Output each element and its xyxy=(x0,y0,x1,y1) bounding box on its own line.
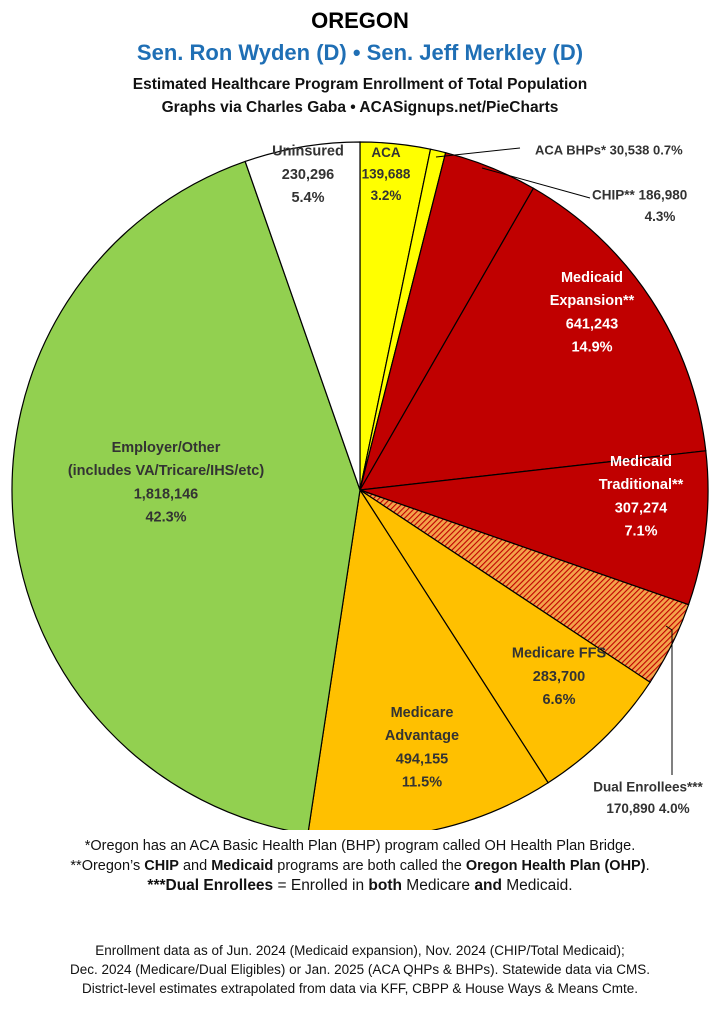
pie-label-medicare_adv: 11.5% xyxy=(402,775,442,791)
pie-label-uninsured: 230,296 xyxy=(282,167,334,183)
pie-label-uninsured: Uninsured xyxy=(272,144,344,160)
pie-label-uninsured: 5.4% xyxy=(291,190,324,206)
footnote-dual: ***Dual Enrollees = Enrolled in both Med… xyxy=(147,877,573,894)
pie-label-dual: Dual Enrollees*** xyxy=(593,780,703,795)
pie-label-medicare_adv: Medicare xyxy=(391,705,454,721)
chart-title: OREGON xyxy=(311,8,409,33)
pie-slice-medicaid_exp xyxy=(358,187,707,491)
pie-label-chip: 4.3% xyxy=(645,209,676,224)
senators-line: Sen. Ron Wyden (D) • Sen. Jeff Merkley (… xyxy=(136,40,584,65)
pie-label-aca: 139,688 xyxy=(362,167,411,182)
pie-label-employer: Employer/Other xyxy=(112,440,221,456)
pie-slice-uninsured xyxy=(244,141,361,491)
pie-label-employer: 42.3% xyxy=(145,510,186,526)
chart-subtitle: Estimated Healthcare Program Enrollment … xyxy=(132,76,588,93)
source-line-1: Enrollment data as of Jun. 2024 (Medicai… xyxy=(95,943,625,958)
pie-label-aca_bhp: ACA BHPs* 30,538 0.7% xyxy=(535,142,683,157)
footnotes: *Oregon has an ACA Basic Health Plan (BH… xyxy=(0,836,720,896)
source-notes: Enrollment data as of Jun. 2024 (Medicai… xyxy=(0,941,720,998)
pie-label-employer: 1,818,146 xyxy=(134,486,199,502)
pie-label-chip: CHIP** 186,980 xyxy=(592,188,687,203)
source-line-2: Dec. 2024 (Medicare/Dual Eligibles) or J… xyxy=(70,962,650,977)
leader-line-dual xyxy=(665,625,673,775)
pie-label-medicare_adv: 494,155 xyxy=(396,751,448,767)
pie-slice-medicare_ffs xyxy=(359,489,651,784)
pie-label-aca: ACA xyxy=(371,145,400,160)
leader-line-aca_bhp xyxy=(435,147,521,158)
leader-line-chip xyxy=(481,167,591,199)
pie-chart: ACA 139,688 3.2% ACA BHPs* 30,538 0.7% CHIP*… xyxy=(11,141,709,830)
pie-label-medicaid_exp: 641,243 xyxy=(566,316,618,332)
pie-slice-employer xyxy=(11,160,361,830)
pie-label-medicaid_exp: 14.9% xyxy=(571,340,612,356)
pie-label-aca: 3.2% xyxy=(371,188,402,203)
pie-label-medicare_adv: Advantage xyxy=(385,728,459,744)
pie-label-medicaid_trad: 307,274 xyxy=(615,500,667,516)
pie-label-medicaid_trad: Traditional** xyxy=(599,477,684,493)
pie-label-medicare_ffs: 6.6% xyxy=(542,692,575,708)
pie-label-employer: (includes VA/Tricare/IHS/etc) xyxy=(68,463,265,479)
pie-label-medicaid_exp: Medicaid xyxy=(561,270,623,286)
pie-label-medicare_ffs: 283,700 xyxy=(533,669,585,685)
pie-label-dual: 170,890 4.0% xyxy=(606,801,689,816)
footnote-ohp: **Oregon’s CHIP and Medicaid programs ar… xyxy=(70,858,650,874)
pie-label-medicaid_trad: Medicaid xyxy=(610,454,672,470)
chart-credits: Graphs via Charles Gaba • ACASignups.net… xyxy=(161,99,559,116)
pie-slice-medicaid_trad xyxy=(359,450,709,606)
pie-label-medicaid_exp: Expansion** xyxy=(550,293,635,309)
pie-slice-medicare_adv xyxy=(307,488,549,830)
pie-label-medicare_ffs: Medicare FFS xyxy=(512,646,607,662)
footnote-bhp: *Oregon has an ACA Basic Health Plan (BH… xyxy=(84,838,636,854)
source-line-3: District-level estimates extrapolated fr… xyxy=(82,981,638,996)
pie-label-medicaid_trad: 7.1% xyxy=(624,524,657,540)
